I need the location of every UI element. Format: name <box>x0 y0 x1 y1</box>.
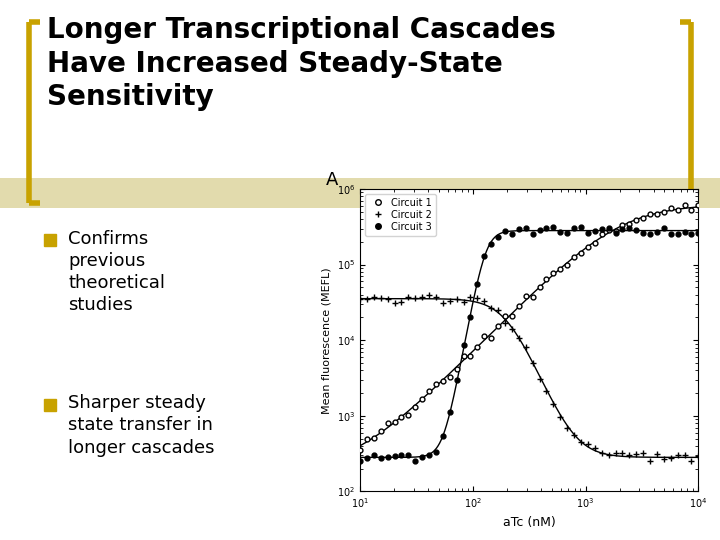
Bar <box>0 178 720 208</box>
Legend: Circuit 1, Circuit 2, Circuit 3: Circuit 1, Circuit 2, Circuit 3 <box>365 194 436 235</box>
Text: Confirms
previous
theoretical
studies: Confirms previous theoretical studies <box>68 230 166 314</box>
X-axis label: aTc (nM): aTc (nM) <box>503 516 556 529</box>
Y-axis label: Mean fluorescence (MEFL): Mean fluorescence (MEFL) <box>321 267 331 414</box>
Text: A: A <box>326 171 338 189</box>
Text: Sharper steady
state transfer in
longer cascades: Sharper steady state transfer in longer … <box>68 394 215 457</box>
Text: Longer Transcriptional Cascades
Have Increased Steady-State
Sensitivity: Longer Transcriptional Cascades Have Inc… <box>47 16 556 111</box>
